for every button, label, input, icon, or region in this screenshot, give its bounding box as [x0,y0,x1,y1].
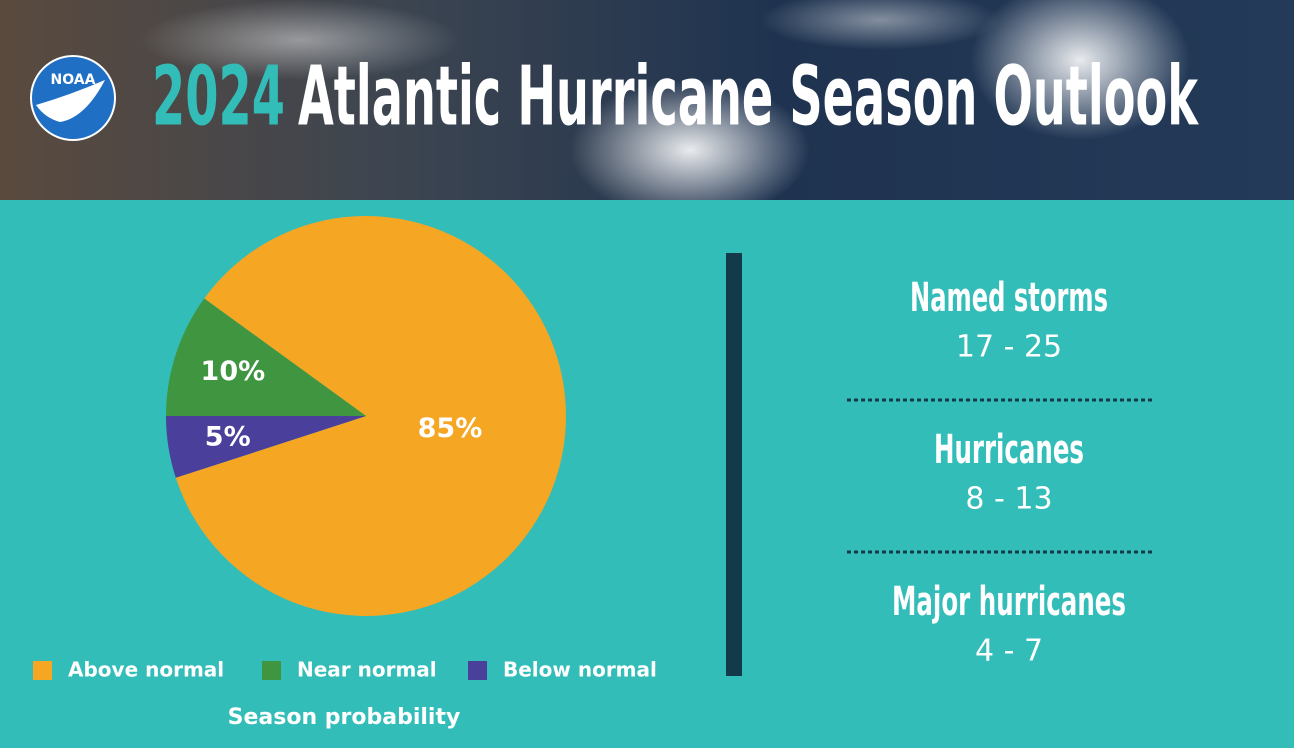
cloud [970,0,1190,140]
legend: Above normal Near normal Below normal [33,658,657,682]
legend-swatch [262,661,281,680]
legend-label: Near normal [297,658,437,682]
pie-slice [166,416,366,478]
slice-label: 10% [201,356,266,387]
legend-label: Above normal [68,658,224,682]
stat-range: 8 - 13 [965,482,1052,517]
logo-text: NOAA [51,72,96,88]
stat-range: 17 - 25 [956,330,1062,365]
stat-label: Named storms [910,275,1108,321]
title: Atlantic Hurricane Season Outlook [298,49,1199,144]
slice-label: 5% [205,421,251,452]
legend-swatch [468,661,487,680]
legend-label: Below normal [503,658,657,682]
cloud [760,0,1000,50]
cloud [570,80,810,220]
slice-label: 85% [418,413,483,444]
title-year: 2024 [152,49,285,144]
outlook: Named storms 17 - 25 Hurricanes 8 - 13 Major… [847,275,1155,669]
stat-range: 4 - 7 [975,634,1043,669]
cloud [140,0,460,80]
header: NOAA 2024 Atlantic Hurricane Season Outl… [0,0,1294,220]
pie-slice [166,298,366,416]
stat-label: Hurricanes [934,427,1084,473]
pie-slice [175,216,566,617]
caption: Season probability [228,705,461,730]
logo-bird [36,80,105,122]
legend-swatch [33,661,52,680]
divider [726,253,742,676]
stat-label: Major hurricanes [892,579,1126,625]
pie-chart: 85% 10% 5% [166,216,566,617]
